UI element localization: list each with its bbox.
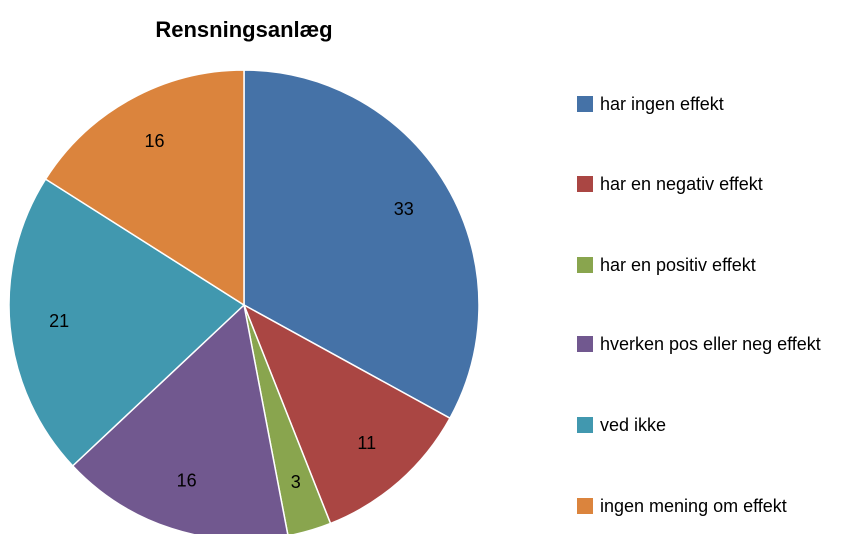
legend-label: har en positiv effekt bbox=[600, 255, 756, 275]
legend-item: har ingen effekt bbox=[577, 88, 847, 120]
legend-label: har ingen effekt bbox=[600, 94, 724, 114]
legend-swatch bbox=[577, 96, 593, 112]
pie-slice bbox=[71, 303, 289, 534]
pie-slice bbox=[44, 69, 245, 307]
legend-label: ingen mening om effekt bbox=[600, 496, 787, 516]
legend-item: har en negativ effekt bbox=[577, 168, 847, 200]
data-label: 21 bbox=[49, 311, 69, 331]
data-label: 16 bbox=[145, 131, 165, 151]
legend-item: har en positiv effekt bbox=[577, 249, 847, 281]
legend-label: hverken pos eller neg effekt bbox=[600, 334, 821, 354]
legend-swatch bbox=[577, 417, 593, 433]
pie-slice bbox=[243, 69, 480, 420]
legend-swatch bbox=[577, 336, 593, 352]
legend-item: ved ikke bbox=[577, 409, 847, 441]
data-label: 33 bbox=[394, 199, 414, 219]
legend-label: har en negativ effekt bbox=[600, 174, 763, 194]
legend-swatch bbox=[577, 257, 593, 273]
legend-item: hverken pos eller neg effekt bbox=[577, 328, 847, 360]
pie-slice bbox=[243, 304, 332, 534]
legend-swatch bbox=[577, 498, 593, 514]
legend-swatch bbox=[577, 176, 593, 192]
legend-item: ingen mening om effekt bbox=[577, 490, 847, 522]
legend-label: ved ikke bbox=[600, 415, 667, 435]
chart-title: Rensningsanlæg bbox=[155, 17, 332, 42]
pie-slice bbox=[8, 178, 246, 467]
data-label: 11 bbox=[357, 433, 376, 453]
data-label: 3 bbox=[291, 472, 301, 492]
pie-slice bbox=[242, 303, 451, 525]
data-label: 16 bbox=[177, 470, 197, 490]
